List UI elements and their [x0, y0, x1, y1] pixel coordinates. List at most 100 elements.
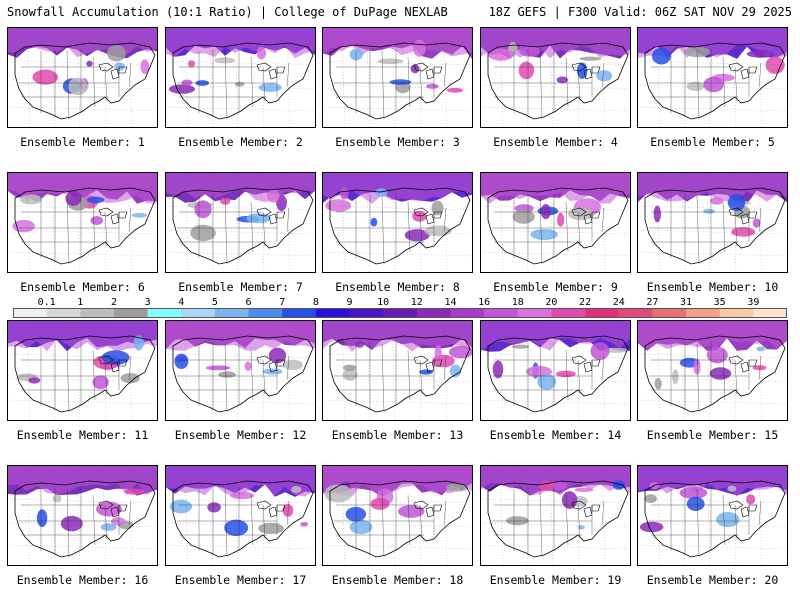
ensemble-member-map: Ensemble Member: 9	[480, 172, 631, 294]
colorbar-tick-label: 35	[713, 297, 726, 308]
state-boundaries	[334, 49, 447, 120]
snowfall-map	[480, 320, 631, 421]
colorbar-swatch	[416, 308, 451, 318]
state-boundaries	[177, 194, 290, 265]
coastline	[172, 187, 314, 265]
ensemble-member-label: Ensemble Member: 2	[178, 135, 303, 149]
ensemble-member-label: Ensemble Member: 6	[20, 280, 145, 294]
snowfall-map	[637, 320, 788, 421]
ensemble-member-map: Ensemble Member: 5	[637, 27, 788, 149]
ensemble-member-map: Ensemble Member: 6	[7, 172, 158, 294]
colorbar-tick-label: 7	[279, 297, 286, 308]
colorbar-tick-label: 20	[545, 297, 558, 308]
snowfall-map	[165, 27, 316, 128]
ensemble-member-map: Ensemble Member: 19	[480, 465, 631, 587]
ensemble-member-map: Ensemble Member: 2	[165, 27, 316, 149]
snowfall-shading	[322, 172, 473, 242]
state-boundaries	[492, 49, 605, 120]
snowfall-map	[480, 465, 631, 566]
state-boundaries	[19, 49, 132, 120]
state-boundaries	[649, 487, 762, 558]
coastline	[172, 42, 314, 120]
state-boundaries	[649, 342, 762, 413]
colorbar-tick-label: 5	[211, 297, 218, 308]
colorbar-swatch	[282, 308, 317, 318]
colorbar-swatch	[719, 308, 754, 318]
snowfall-map	[7, 27, 158, 128]
coastline	[644, 187, 786, 265]
snowfall-shading	[165, 320, 316, 378]
state-boundaries	[492, 194, 605, 265]
snowfall-map	[165, 172, 316, 273]
snowfall-map	[322, 27, 473, 128]
colorbar-tick-label: 27	[646, 297, 659, 308]
state-boundaries	[19, 487, 132, 558]
coastline	[14, 187, 156, 265]
state-boundaries	[177, 342, 290, 413]
snowfall-map	[322, 172, 473, 273]
ensemble-member-label: Ensemble Member: 13	[331, 428, 464, 442]
snowfall-shading	[7, 27, 158, 96]
snowfall-shading	[480, 172, 631, 240]
ensemble-member-label: Ensemble Member: 1	[20, 135, 145, 149]
coastline	[172, 335, 314, 413]
snowfall-shading	[322, 320, 473, 381]
ensemble-member-label: Ensemble Member: 17	[174, 573, 307, 587]
colorbar-swatch	[551, 308, 586, 318]
snowfall-shading	[7, 465, 158, 532]
snowfall-map	[7, 465, 158, 566]
ensemble-member-label: Ensemble Member: 10	[646, 280, 779, 294]
colorbar-tick-label: 22	[579, 297, 592, 308]
snowfall-shading	[637, 27, 788, 93]
ensemble-member-label: Ensemble Member: 14	[489, 428, 622, 442]
colorbar-tick-label: 18	[511, 297, 524, 308]
colorbar-swatch	[686, 308, 721, 318]
ensemble-member-label: Ensemble Member: 16	[16, 573, 149, 587]
colorbar-swatch	[383, 308, 418, 318]
snowfall-shading	[637, 465, 788, 533]
coastline	[329, 480, 471, 558]
colorbar-swatch	[517, 308, 552, 318]
state-boundaries	[649, 194, 762, 265]
colorbar-tick-label: 6	[245, 297, 252, 308]
model-run-info: 18Z GEFS | F300 Valid: 06Z SAT NOV 29 20…	[488, 5, 792, 19]
colorbar-swatch	[80, 308, 115, 318]
snowfall-shading	[165, 172, 316, 242]
colorbar-tick-label: 31	[680, 297, 693, 308]
colorbar-tick-label: 9	[346, 297, 353, 308]
coastline	[644, 335, 786, 413]
ensemble-member-map: Ensemble Member: 12	[165, 320, 316, 442]
snowfall-map	[165, 320, 316, 421]
ensemble-member-map: Ensemble Member: 18	[322, 465, 473, 587]
snowfall-shading	[480, 27, 631, 84]
coastline	[487, 42, 629, 120]
ensemble-member-map: Ensemble Member: 1	[7, 27, 158, 149]
colorbar-swatch	[214, 308, 250, 318]
snowfall-shading	[322, 465, 473, 535]
snowfall-map	[637, 465, 788, 566]
ensemble-member-map: Ensemble Member: 13	[322, 320, 473, 442]
coastline	[487, 480, 629, 558]
ensemble-member-label: Ensemble Member: 11	[16, 428, 149, 442]
colorbar-tick-label: 39	[747, 297, 760, 308]
ensemble-member-label: Ensemble Member: 18	[331, 573, 464, 587]
colorbar-swatch	[652, 308, 687, 318]
snowfall-shading	[480, 465, 631, 530]
colorbar-swatch	[484, 308, 519, 318]
state-boundaries	[19, 342, 132, 413]
ensemble-member-label: Ensemble Member: 9	[493, 280, 618, 294]
state-boundaries	[334, 487, 447, 558]
coastline	[14, 480, 156, 558]
ensemble-member-map: Ensemble Member: 4	[480, 27, 631, 149]
state-boundaries	[492, 342, 605, 413]
colorbar-tick-label: 4	[178, 297, 185, 308]
snowfall-map	[480, 172, 631, 273]
coastline	[172, 480, 314, 558]
ensemble-member-label: Ensemble Member: 3	[335, 135, 460, 149]
colorbar-swatch	[618, 308, 653, 318]
ensemble-member-map: Ensemble Member: 3	[322, 27, 473, 149]
coastline	[14, 42, 156, 120]
colorbar-tick-label: 24	[612, 297, 625, 308]
colorbar-tick-label: 0.1	[37, 297, 56, 308]
snowfall-map	[165, 465, 316, 566]
